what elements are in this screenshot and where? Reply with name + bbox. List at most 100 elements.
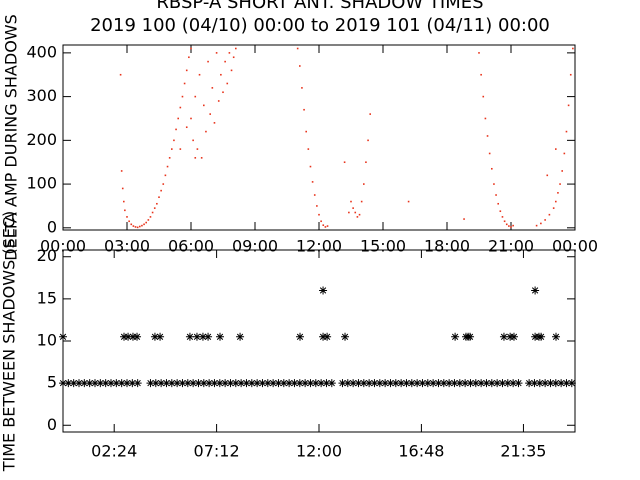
point xyxy=(466,332,475,341)
point xyxy=(497,202,499,205)
point xyxy=(156,202,158,205)
point xyxy=(484,117,487,120)
point xyxy=(166,165,169,168)
y-tick-label: 5 xyxy=(47,373,57,392)
point xyxy=(230,69,233,72)
point xyxy=(313,194,316,196)
point xyxy=(205,379,214,388)
point xyxy=(96,379,105,388)
point xyxy=(167,379,176,388)
point xyxy=(508,225,510,227)
point xyxy=(192,139,194,142)
point xyxy=(505,223,508,226)
point xyxy=(285,379,294,388)
point xyxy=(145,221,147,224)
point xyxy=(478,52,480,54)
point xyxy=(358,213,361,216)
plot-frame xyxy=(62,249,576,433)
point xyxy=(236,332,245,341)
point xyxy=(525,379,534,388)
point xyxy=(198,73,201,76)
point xyxy=(190,47,192,50)
point xyxy=(132,225,135,227)
point xyxy=(151,379,160,388)
point xyxy=(183,82,186,85)
point xyxy=(207,60,209,63)
y-tick-label: 20 xyxy=(37,246,57,265)
x-tick-label: 12:00 xyxy=(296,237,342,256)
point xyxy=(237,379,246,388)
point xyxy=(194,379,203,388)
point xyxy=(178,379,187,388)
y-tick-label: 200 xyxy=(26,130,57,149)
point xyxy=(407,379,416,388)
point xyxy=(274,379,283,388)
point xyxy=(572,47,574,50)
point xyxy=(205,130,207,133)
point xyxy=(199,379,208,388)
point xyxy=(488,152,491,155)
point xyxy=(316,205,318,207)
x-tick-label: 12:00 xyxy=(296,442,342,461)
point xyxy=(552,332,561,341)
point xyxy=(296,332,305,341)
point xyxy=(563,152,566,155)
point xyxy=(402,379,411,388)
point xyxy=(367,139,369,142)
point xyxy=(567,379,576,388)
point xyxy=(194,157,197,159)
point xyxy=(216,332,225,341)
point xyxy=(126,216,128,218)
point xyxy=(326,225,329,227)
point xyxy=(555,148,557,150)
point xyxy=(204,332,213,341)
point xyxy=(215,379,224,388)
point xyxy=(354,379,363,388)
point xyxy=(386,379,395,388)
point xyxy=(147,219,150,221)
point xyxy=(209,113,211,115)
point xyxy=(290,379,299,388)
point xyxy=(226,379,235,388)
point xyxy=(439,379,448,388)
point xyxy=(196,148,199,150)
point xyxy=(101,379,110,388)
point xyxy=(343,161,346,164)
point xyxy=(158,196,160,198)
point xyxy=(112,379,121,388)
point xyxy=(295,379,304,388)
point xyxy=(215,52,218,54)
point xyxy=(59,332,67,341)
point xyxy=(179,106,182,109)
point xyxy=(123,200,125,203)
chart-title: RBSP-A SHORT ANT. SHADOW TIMES xyxy=(156,0,483,13)
y-tick-label: 0 xyxy=(47,415,57,434)
point xyxy=(210,379,219,388)
point xyxy=(418,379,427,388)
point xyxy=(150,332,159,341)
point xyxy=(546,379,555,388)
point xyxy=(486,135,489,137)
point xyxy=(203,104,205,107)
point xyxy=(318,213,320,216)
point xyxy=(269,379,278,388)
point xyxy=(354,211,357,214)
y-axis-label: TIME BETWEEN SHADOWS (SEC) xyxy=(0,211,19,472)
chart-subtitle: 2019 100 (04/10) 00:00 to 2019 101 (04/1… xyxy=(90,15,550,36)
point xyxy=(356,216,359,218)
point xyxy=(503,220,506,223)
point xyxy=(177,117,179,120)
point xyxy=(341,332,350,341)
point xyxy=(391,379,400,388)
point xyxy=(151,211,154,214)
point xyxy=(224,60,226,63)
point xyxy=(455,379,464,388)
point xyxy=(501,216,504,218)
point xyxy=(149,216,152,218)
plot-frame xyxy=(62,44,576,231)
point xyxy=(463,218,465,220)
y-tick-label: 400 xyxy=(26,42,57,61)
point xyxy=(128,379,137,388)
y-tick-label: 0 xyxy=(47,217,57,236)
y-tick-label: 100 xyxy=(26,174,57,193)
